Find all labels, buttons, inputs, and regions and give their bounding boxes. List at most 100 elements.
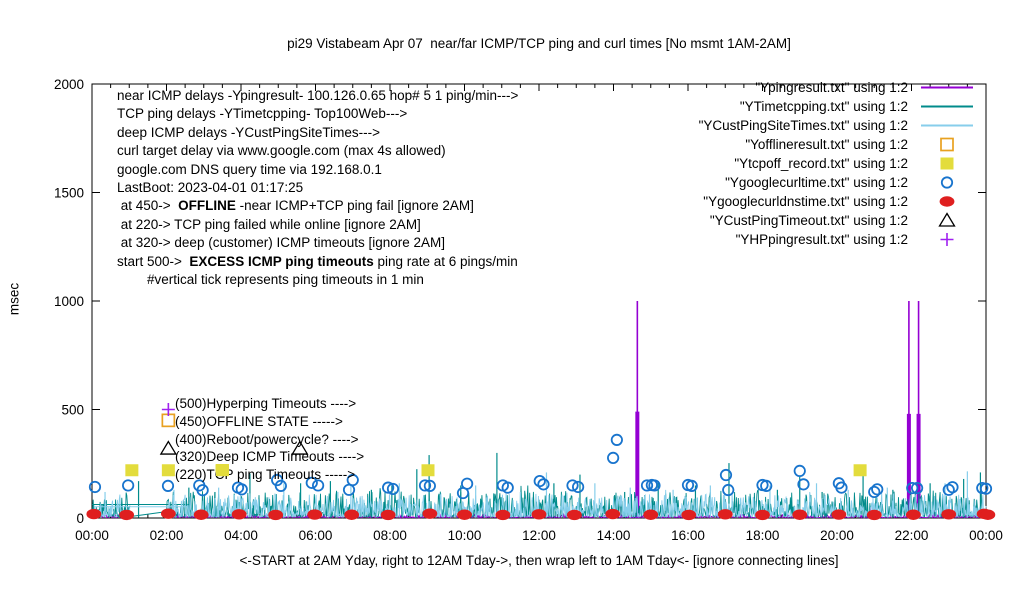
info-line: at 320-> deep (customer) ICMP timeouts [… bbox=[117, 235, 446, 251]
open-triangle-marker bbox=[938, 212, 956, 227]
series-yhppingresult-txt bbox=[161, 403, 175, 416]
legend-entry-label: "YTimetcpping.txt" using 1:2 bbox=[739, 99, 908, 114]
open-circle-marker bbox=[940, 176, 954, 189]
filled-dot-marker bbox=[792, 509, 808, 520]
filled-dot-marker bbox=[495, 509, 511, 521]
open-circle-marker bbox=[979, 482, 993, 495]
connector-line bbox=[128, 511, 165, 518]
y-tick-label: 0 bbox=[76, 511, 84, 526]
legend-entry: "YHPpingresult.txt" using 1:2 bbox=[0, 230, 1020, 249]
filled-dot-marker bbox=[86, 508, 102, 520]
x-tick-label: 16:00 bbox=[671, 528, 705, 543]
open-circle-marker bbox=[946, 481, 959, 494]
series-yofflineresult-txt bbox=[161, 413, 176, 428]
filled-dot-marker bbox=[344, 509, 360, 520]
level-annotation-label: (400)Reboot/powercycle? ----> bbox=[175, 431, 359, 447]
legend-entry-label: "YCustPingTimeout.txt" using 1:2 bbox=[709, 213, 908, 228]
filled-dot-marker bbox=[457, 509, 472, 520]
open-triangle-legend-swatch bbox=[938, 212, 956, 227]
open-circle-marker bbox=[88, 480, 102, 494]
y-axis-label: msec bbox=[6, 282, 22, 316]
level-annotation-label: (220)TCP ping Timeouts -----> bbox=[175, 467, 356, 483]
legend-entry: "YTimetcpping.txt" using 1:2 bbox=[0, 97, 1020, 116]
open-circle-legend-swatch bbox=[940, 176, 954, 189]
line-legend-swatch bbox=[921, 105, 973, 108]
legend-entry: "YCustPingSiteTimes.txt" using 1:2 bbox=[0, 116, 1020, 135]
tcp-timeout-square-overlay bbox=[215, 464, 229, 477]
x-tick-label: 00:00 bbox=[75, 528, 109, 543]
filled-square-marker bbox=[940, 157, 954, 170]
legend-entry-label: "Ytcpoff_record.txt" using 1:2 bbox=[734, 156, 908, 171]
filled-square-marker bbox=[161, 464, 175, 477]
open-circle-marker bbox=[871, 483, 884, 496]
y-tick-label: 2000 bbox=[54, 77, 84, 92]
filled-dot-marker bbox=[231, 509, 247, 520]
info-line-bold: EXCESS ICMP ping timeouts bbox=[189, 253, 374, 269]
filled-dot-marker bbox=[681, 509, 697, 521]
filled-dot-marker bbox=[831, 509, 847, 520]
open-circle-marker bbox=[533, 475, 546, 488]
filled-dot-marker bbox=[119, 509, 135, 521]
level-annotation-label: (320)Deep ICMP Timeouts ----> bbox=[175, 449, 365, 465]
info-line: at 220-> TCP ping failed while online [i… bbox=[117, 216, 421, 232]
info-line: curl target delay via www.google.com (ma… bbox=[117, 143, 446, 159]
open-triangle-marker bbox=[159, 440, 178, 455]
filled-dot-marker bbox=[566, 509, 582, 521]
filled-square-marker bbox=[125, 464, 139, 477]
info-text-block: near ICMP delays -Ypingresult- 100.126.0… bbox=[117, 87, 518, 289]
x-tick-label: 00:00 bbox=[969, 528, 1003, 543]
filled-dot-marker bbox=[905, 509, 921, 520]
plus-marker bbox=[161, 403, 175, 416]
info-line: near ICMP delays -Ypingresult- 100.126.0… bbox=[117, 88, 519, 103]
open-circle-marker bbox=[722, 483, 735, 497]
series-ytcpoff-record-txt bbox=[125, 464, 867, 477]
open-circle-marker bbox=[719, 468, 733, 482]
open-triangle-marker bbox=[291, 440, 309, 455]
open-circle-marker bbox=[797, 478, 810, 491]
open-circle-marker bbox=[572, 480, 585, 494]
filled-square-marker bbox=[421, 464, 435, 477]
open-square-legend-swatch bbox=[940, 137, 954, 152]
open-circle-marker bbox=[760, 479, 773, 492]
filled-dot-marker bbox=[193, 509, 209, 520]
y-tick-label: 500 bbox=[61, 403, 84, 418]
x-tick-label: 06:00 bbox=[299, 528, 333, 543]
legend-entry-label: "Ypingresult.txt" using 1:2 bbox=[755, 80, 908, 95]
filled-dot-marker bbox=[866, 509, 882, 521]
filled-dot-marker bbox=[980, 509, 996, 520]
open-circle-marker bbox=[537, 478, 550, 491]
open-circle-marker bbox=[235, 483, 248, 496]
legend-entry-label: "Yofflineresult.txt" using 1:2 bbox=[745, 137, 908, 152]
open-circle-marker bbox=[382, 481, 395, 494]
filled-dot-marker bbox=[941, 509, 957, 520]
open-circle-marker bbox=[418, 479, 432, 492]
info-line: TCP ping delays -YTimetcpping- Top100Web… bbox=[117, 106, 408, 122]
legend-entry-label: "Ygooglecurltime.txt" using 1:2 bbox=[725, 175, 908, 190]
x-tick-label: 10:00 bbox=[448, 528, 482, 543]
open-circle-marker bbox=[685, 479, 698, 492]
filled-dot-marker bbox=[268, 509, 284, 521]
legend-entry: "Yofflineresult.txt" using 1:2 bbox=[0, 135, 1020, 154]
open-circle-marker bbox=[305, 476, 318, 489]
filled-square-marker bbox=[853, 464, 867, 477]
legend-entry: "Ypingresult.txt" using 1:2 bbox=[0, 78, 1020, 97]
open-circle-marker bbox=[461, 477, 474, 490]
open-circle-marker bbox=[342, 483, 356, 496]
legend-entry-label: "Ygooglecurldnstime.txt" using 1:2 bbox=[703, 194, 908, 209]
plus-legend-swatch bbox=[940, 233, 954, 246]
open-circle-marker bbox=[346, 473, 359, 487]
level-annotation-label: (500)Hyperping Timeouts ----> bbox=[175, 396, 357, 411]
open-circle-marker bbox=[640, 479, 654, 492]
open-circle-marker bbox=[906, 481, 919, 495]
info-line-text: at 450-> bbox=[117, 198, 179, 214]
open-circle-marker bbox=[793, 464, 806, 478]
y-tick-label: 1500 bbox=[54, 186, 84, 201]
open-square-marker bbox=[940, 137, 954, 152]
info-line: #vertical tick represents ping timeouts … bbox=[117, 272, 424, 288]
filled-square-legend-swatch bbox=[940, 157, 954, 170]
open-circle-marker bbox=[386, 482, 400, 496]
open-circle-marker bbox=[196, 484, 209, 497]
filled-dot-marker bbox=[422, 508, 438, 519]
info-line: deep ICMP delays -YCustPingSiteTimes---> bbox=[117, 124, 380, 140]
